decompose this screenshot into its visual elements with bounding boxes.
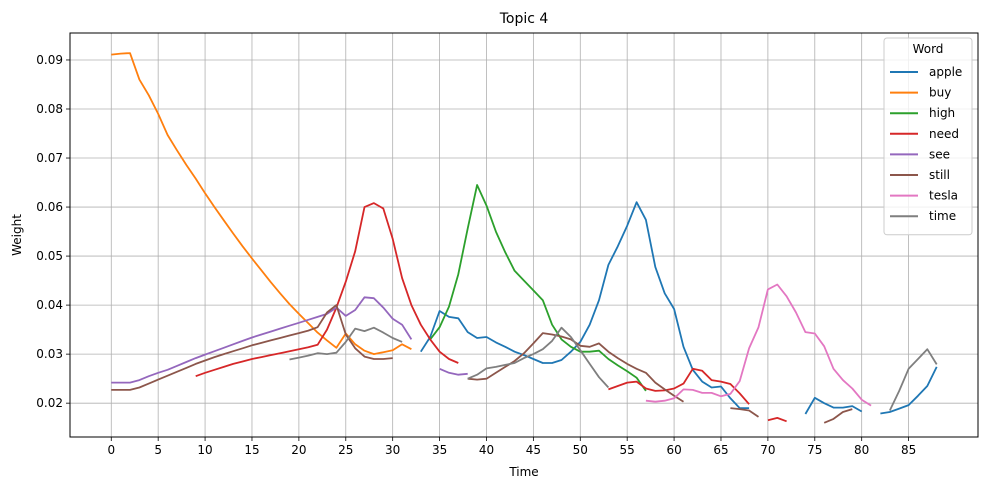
legend-label-still: still	[929, 168, 950, 182]
series-line-apple	[420, 201, 750, 409]
series-line-need	[608, 367, 750, 405]
x-tick-label: 50	[573, 443, 588, 457]
legend-entries: apple buy high need see still tesla time	[890, 65, 962, 223]
x-tick-label: 70	[760, 443, 775, 457]
y-tick-label: 0.07	[36, 151, 63, 165]
series-line-time	[888, 348, 938, 411]
y-tick-label: 0.09	[36, 53, 63, 67]
y-axis-label: Weight	[10, 214, 24, 256]
series-line-buy	[111, 52, 412, 355]
y-axis-ticks: 0.02 0.03 0.04 0.05 0.06 0.07 0.08 0.09	[36, 53, 70, 410]
series-line-tesla	[645, 283, 872, 407]
x-tick-label: 5	[154, 443, 162, 457]
y-tick-label: 0.06	[36, 200, 63, 214]
series-line-time	[289, 326, 403, 361]
y-tick-label: 0.05	[36, 249, 63, 263]
series-line-high	[429, 184, 647, 392]
legend-frame	[883, 37, 973, 236]
series-line-need	[767, 417, 787, 423]
legend-label-tesla: tesla	[929, 189, 958, 203]
x-tick-label: 35	[432, 443, 447, 457]
legend-label-buy: buy	[929, 86, 951, 100]
series-line-apple	[804, 396, 863, 415]
series-line-still	[730, 407, 760, 418]
series-line-see	[111, 296, 413, 384]
x-tick-label: 65	[713, 443, 728, 457]
x-tick-label: 30	[385, 443, 400, 457]
series-line-still	[823, 408, 853, 424]
legend: Word apple buy high need see still tesla time	[883, 37, 973, 236]
y-tick-label: 0.08	[36, 102, 63, 116]
y-tick-label: 0.03	[36, 347, 63, 361]
grid-lines	[70, 33, 978, 437]
series-lines	[111, 52, 938, 424]
x-axis-label: Time	[508, 465, 538, 479]
y-tick-label: 0.04	[36, 298, 63, 312]
legend-label-need: need	[929, 127, 959, 141]
x-tick-label: 15	[244, 443, 259, 457]
x-tick-label: 60	[666, 443, 681, 457]
x-tick-label: 55	[620, 443, 635, 457]
legend-label-see: see	[929, 147, 950, 161]
legend-label-time: time	[929, 209, 956, 223]
x-tick-label: 20	[291, 443, 306, 457]
series-line-need	[195, 202, 459, 378]
series-line-still	[111, 304, 393, 391]
series-line-time	[467, 326, 610, 389]
plot-area-frame	[69, 32, 979, 438]
x-tick-label: 25	[338, 443, 353, 457]
series-line-see	[439, 367, 468, 376]
x-tick-label: 10	[197, 443, 212, 457]
series-line-apple	[880, 366, 938, 415]
x-axis-ticks: 0 5 10 15 20 25 30 35 40 45 50 55 60 65 70 75 80 85	[107, 437, 916, 457]
chart-title: Topic 4	[499, 11, 549, 27]
x-tick-label: 45	[526, 443, 541, 457]
x-tick-label: 0	[107, 443, 115, 457]
legend-label-high: high	[929, 106, 955, 120]
legend-title: Word	[913, 42, 944, 56]
legend-label-apple: apple	[929, 65, 962, 79]
x-tick-label: 85	[901, 443, 916, 457]
y-tick-label: 0.02	[36, 396, 63, 410]
x-tick-label: 40	[479, 443, 494, 457]
x-tick-label: 75	[807, 443, 822, 457]
x-tick-label: 80	[854, 443, 869, 457]
